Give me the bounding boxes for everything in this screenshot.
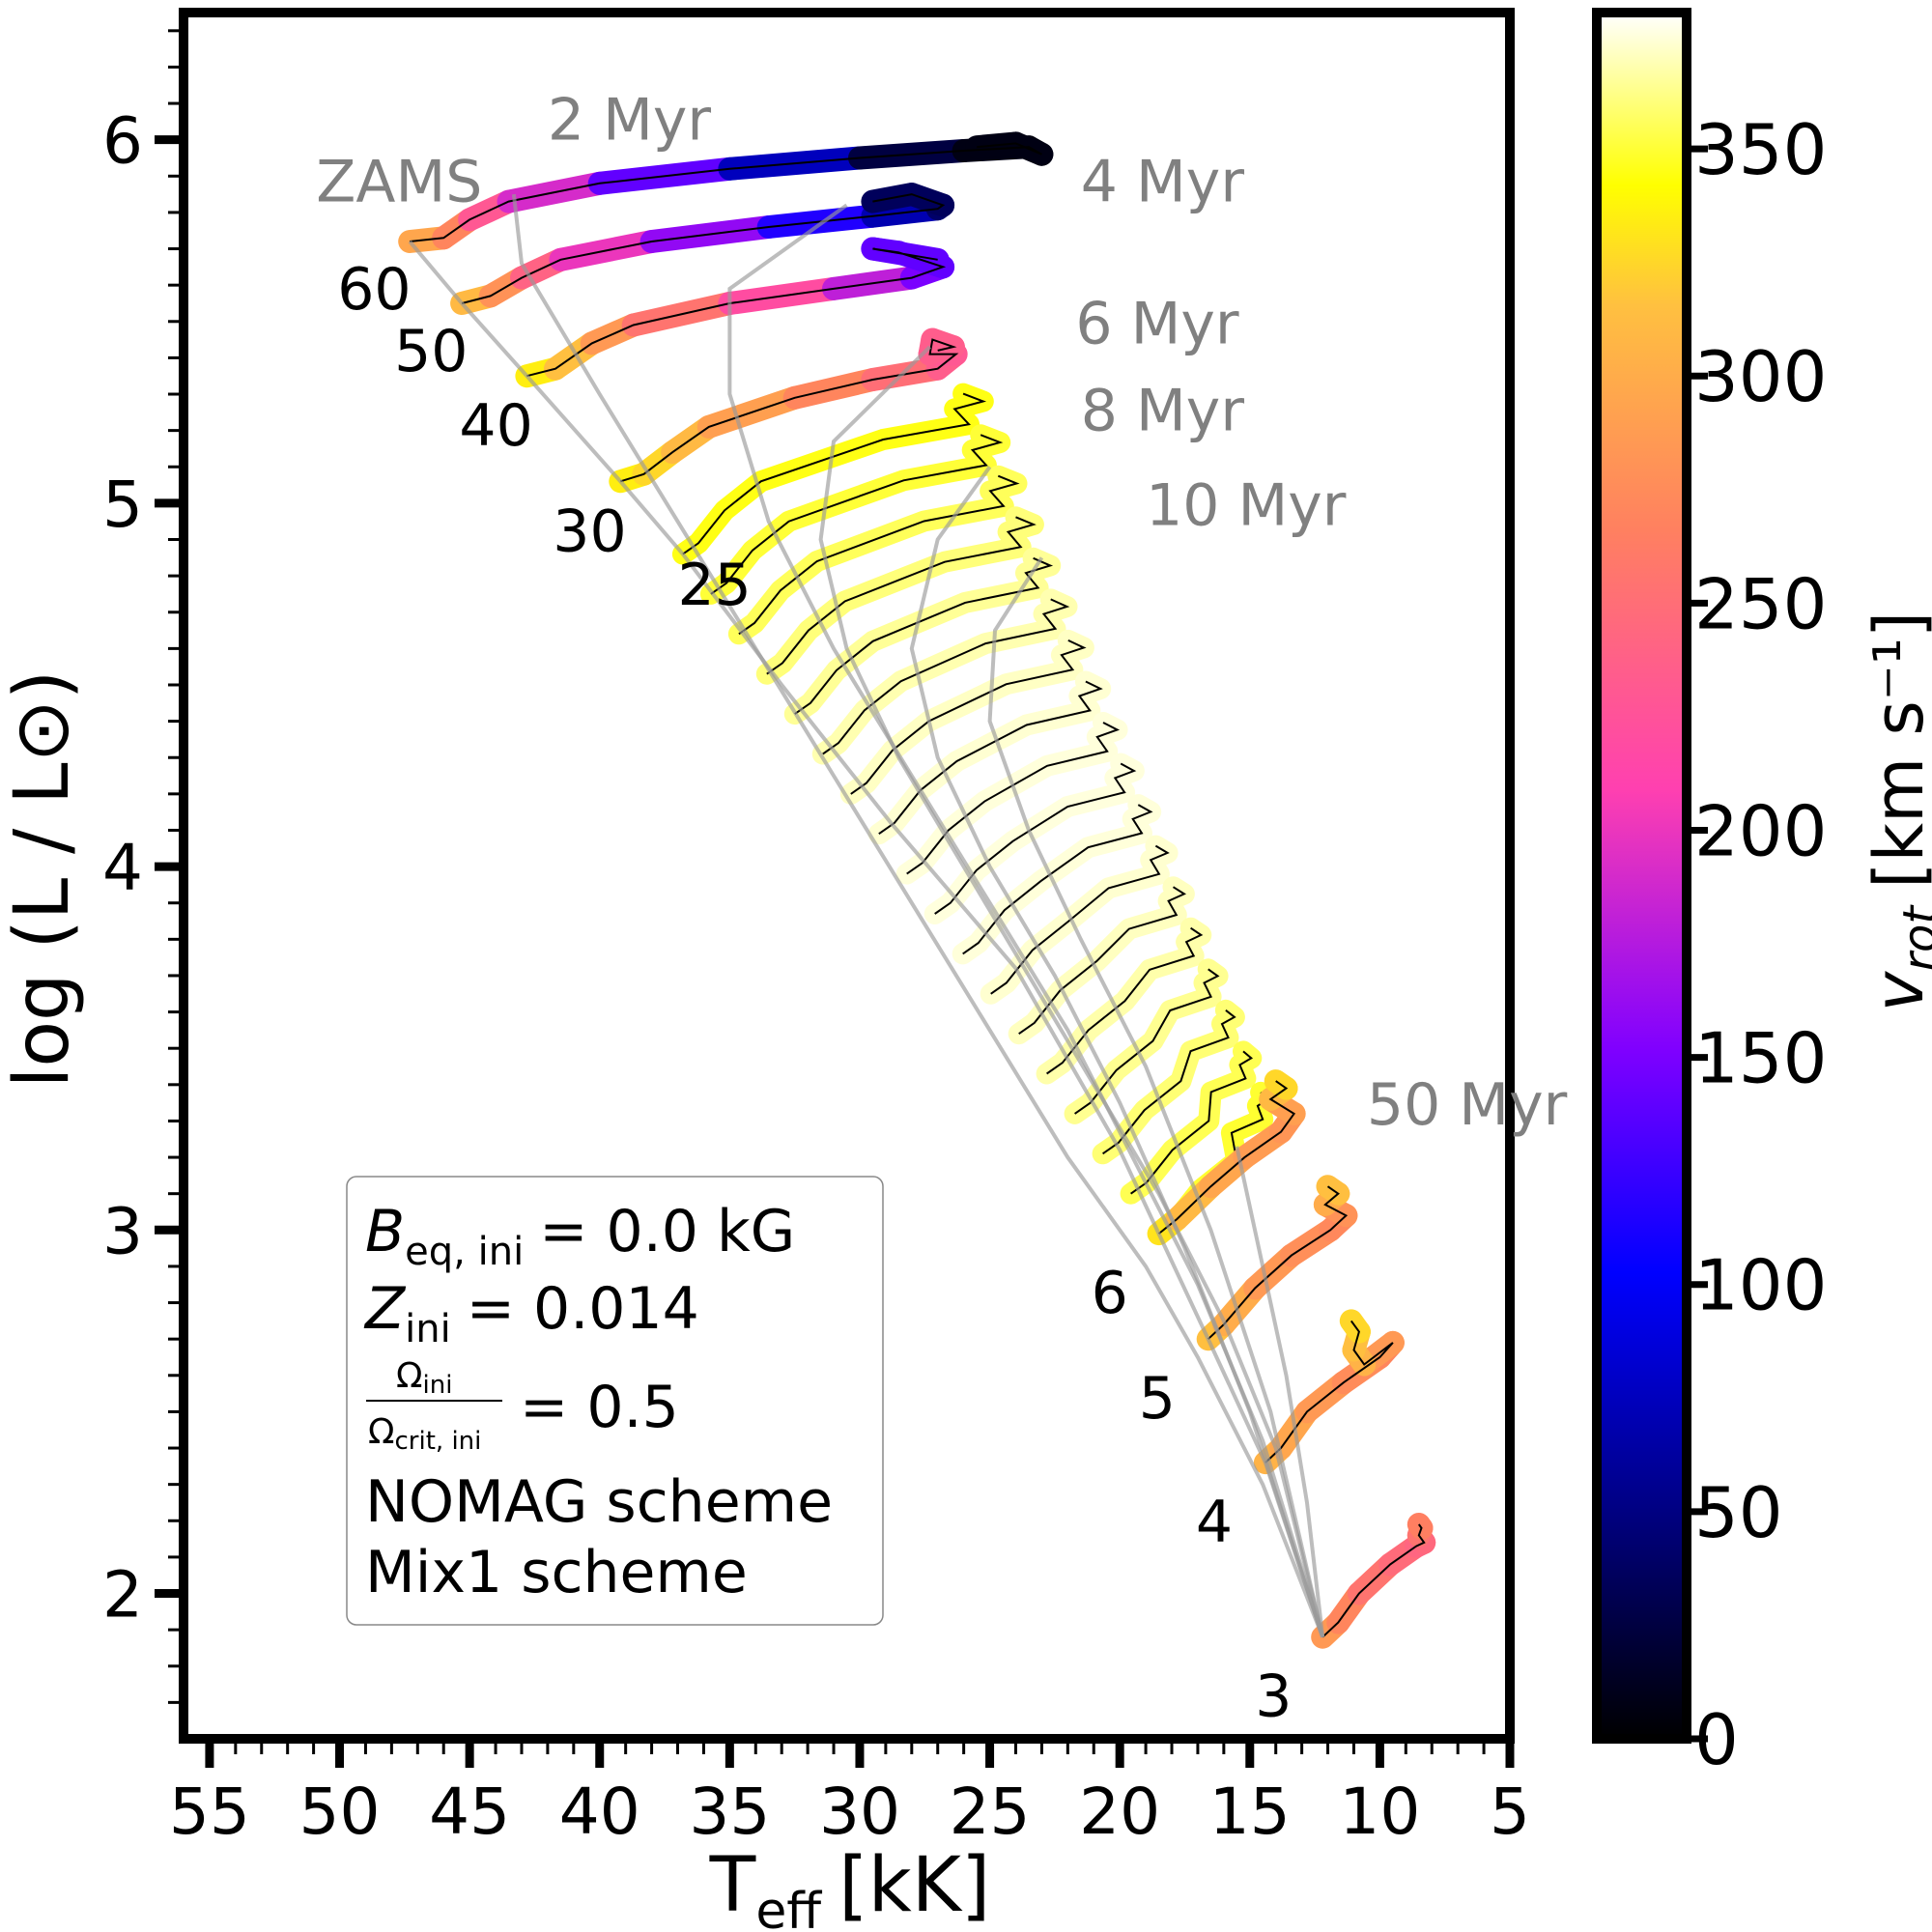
dense-track-line	[878, 680, 1103, 836]
isochrone-zams	[408, 240, 1325, 1638]
dense-track-line	[794, 556, 1054, 715]
dense-track-line	[990, 844, 1170, 995]
track-line-40	[526, 247, 947, 378]
isochrone-2-myr	[511, 193, 1325, 1638]
plot-frame	[179, 8, 1515, 1744]
annotations: ZAMS 2 Myr 4 Myr 6 Myr 8 Myr 10 Myr 50 Myr 25	[316, 87, 1568, 1139]
mass-label-4: 4	[1196, 1489, 1233, 1556]
colorbar-tick-label: 250	[1694, 563, 1827, 644]
x-axis-label: Teff [kK]	[709, 1842, 991, 1932]
colorbar	[1592, 8, 1691, 1744]
x-tick-label: 50	[299, 1775, 381, 1849]
colorbar-tick-label: 100	[1694, 1245, 1827, 1326]
isochrone-10-myr	[987, 556, 1325, 1638]
legend-line-b: Beq, ini = 0.0 kG	[365, 1198, 795, 1274]
colorbar-tick-label: 150	[1694, 1018, 1827, 1099]
dense-track-line	[766, 516, 1037, 675]
dense-track-line	[1130, 1050, 1254, 1195]
dense-track-line	[738, 474, 1020, 636]
colorbar-tick-label: 50	[1694, 1472, 1783, 1553]
dense-track-line	[1046, 926, 1204, 1075]
x-tick-label: 35	[689, 1775, 770, 1849]
mass-label-5: 5	[1139, 1365, 1176, 1433]
colorbar-tick-label: 200	[1694, 790, 1827, 871]
mass-label-40: 40	[459, 392, 532, 460]
x-tick-label: 55	[169, 1775, 250, 1849]
annotation-4-myr: 4 Myr	[1081, 149, 1245, 216]
isochrone-lines	[408, 193, 1325, 1638]
y-axis-label: log (L / L⊙)	[0, 670, 86, 1089]
omega-value: = 0.5	[520, 1374, 679, 1441]
mass-label-60: 60	[337, 256, 411, 324]
annotation-50-myr: 50 Myr	[1367, 1071, 1568, 1139]
dense-track-line	[850, 639, 1087, 795]
y-tick-label: 6	[102, 104, 143, 179]
dense-track-line	[934, 762, 1137, 915]
legend-line-omega: Ωini Ωcrit, ini = 0.5	[366, 1356, 679, 1456]
annotation-8-myr: 8 Myr	[1081, 378, 1245, 445]
track-line-3	[1321, 1523, 1426, 1638]
annotation-10-myr: 10 Myr	[1146, 472, 1347, 540]
legend-frame	[346, 1176, 884, 1626]
x-tick-label: 15	[1209, 1775, 1291, 1849]
mass-label-50: 50	[394, 318, 468, 385]
colorbar-label: vrot[km s⁻¹]	[1860, 611, 1932, 1011]
dense-track-line	[682, 392, 987, 555]
plot-layer	[398, 131, 1436, 1649]
track-line-5	[1208, 1185, 1349, 1340]
mass-label-3: 3	[1255, 1663, 1292, 1731]
x-tick-label: 5	[1490, 1775, 1530, 1849]
annotation-25: 25	[678, 552, 752, 619]
y-tick-label: 3	[102, 1194, 143, 1268]
omega-numerator: Ωini	[396, 1356, 452, 1400]
isochrone-8-myr	[909, 466, 1325, 1638]
x-tick-label: 40	[559, 1775, 640, 1849]
dense-track-line	[1102, 1009, 1236, 1155]
legend-line-nomag: NOMAG scheme	[365, 1468, 833, 1536]
track-line-6	[1157, 1080, 1296, 1235]
colorbar-tick-label: 350	[1694, 109, 1827, 190]
annotation-zams: ZAMS	[316, 149, 482, 216]
isochrone-50-myr	[1235, 1146, 1325, 1637]
mass-label-6: 6	[1092, 1260, 1128, 1327]
x-tick-label: 30	[819, 1775, 900, 1849]
legend-line-z: Zini = 0.014	[363, 1275, 699, 1351]
colorbar-tick-label: 0	[1694, 1699, 1739, 1780]
dense-track-line	[1018, 886, 1187, 1036]
x-tick-label: 45	[429, 1775, 510, 1849]
colorbar-ticks: 0 50 100 150 200 250 300 350	[1687, 109, 1827, 1780]
x-tick-label: 20	[1079, 1775, 1160, 1849]
legend-line-mix: Mix1 scheme	[365, 1539, 748, 1606]
annotation-6-myr: 6 Myr	[1075, 290, 1239, 357]
y-axis-ticks: 2 3 4 5 6	[102, 29, 184, 1704]
dense-track-line	[906, 722, 1121, 875]
annotation-2-myr: 2 Myr	[548, 87, 712, 155]
y-tick-label: 4	[102, 831, 143, 905]
legend-box: Beq, ini = 0.0 kG Zini = 0.014 Ωini Ωcrit,…	[346, 1176, 884, 1626]
track-line-50	[461, 193, 946, 304]
dense-track-line	[710, 434, 1004, 595]
mass-label-30: 30	[553, 497, 626, 565]
track-line-60	[410, 142, 1042, 242]
y-tick-label: 2	[102, 1558, 143, 1633]
track-line-30	[620, 338, 959, 483]
colorbar-tick-label: 300	[1694, 336, 1827, 417]
omega-denominator: Ωcrit, ini	[368, 1412, 481, 1456]
x-axis-ticks: 55 50 45 40 35 30 25 20 15 10 5	[169, 1739, 1530, 1849]
x-tick-label: 25	[950, 1775, 1031, 1849]
isochrone-6-myr	[818, 345, 1325, 1638]
dense-tracks	[671, 383, 1279, 1245]
y-tick-label: 5	[102, 468, 143, 542]
dense-track-line	[822, 598, 1070, 755]
x-tick-label: 10	[1339, 1775, 1420, 1849]
